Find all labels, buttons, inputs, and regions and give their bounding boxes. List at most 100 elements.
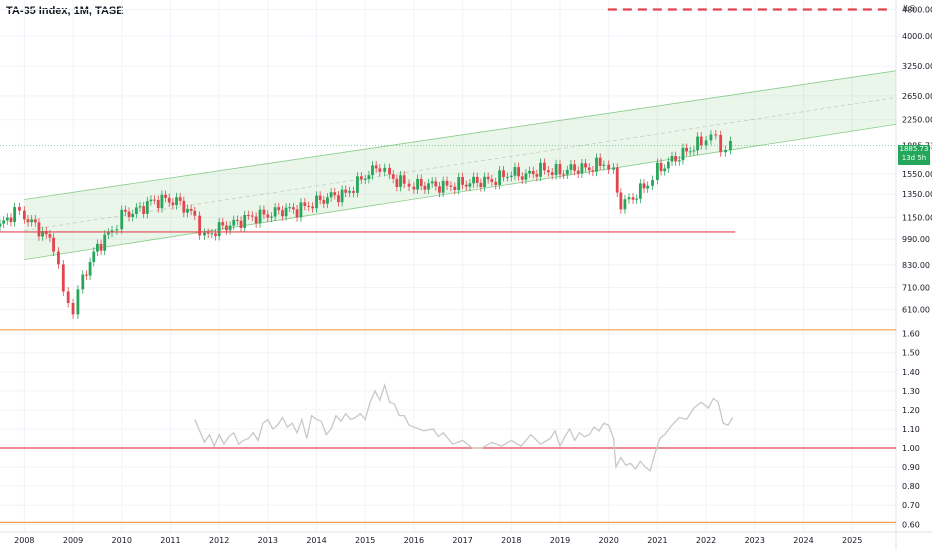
candle-body	[688, 151, 692, 153]
candle-body	[681, 147, 685, 161]
candle-body	[659, 162, 663, 172]
last-price-value: 1885.73	[899, 145, 929, 153]
candle-body	[724, 150, 727, 153]
candle-body	[153, 199, 157, 201]
candle-body	[674, 156, 678, 162]
ratio-axis-label: 1.60	[902, 330, 920, 339]
candle-body	[483, 176, 486, 188]
time-axis-label: 2024	[793, 536, 813, 545]
candle-body	[164, 194, 167, 198]
candle-body	[291, 207, 295, 210]
candle-body	[41, 230, 45, 237]
time-axis-label: 2008	[14, 536, 34, 545]
time-axis-label: 2023	[745, 536, 765, 545]
candle-body	[352, 190, 355, 193]
channel-fill	[24, 70, 896, 260]
price-axis[interactable]: 610.00 710.00 830.00 990.00 1150.00 1350.00 15…	[902, 6, 932, 530]
price-axis-label: 710.00	[902, 283, 930, 292]
candle-body	[441, 180, 445, 193]
candle-body	[228, 225, 232, 231]
candle-body	[378, 168, 382, 172]
candle-body	[33, 219, 37, 223]
candle-body	[106, 232, 110, 235]
candle-body	[318, 195, 322, 201]
time-axis-label: 2012	[209, 536, 229, 545]
candle-body	[127, 211, 131, 217]
price-levels	[0, 8, 892, 233]
candle-body	[709, 134, 713, 141]
candle-body	[464, 184, 468, 187]
candle-body	[576, 170, 580, 174]
candle-body	[475, 176, 479, 183]
candle-body	[573, 164, 577, 171]
candle-body	[175, 197, 178, 206]
bar-countdown: 13d 5h	[901, 154, 927, 162]
candle-body	[232, 219, 236, 226]
candle-body	[48, 234, 52, 238]
candle-body	[595, 157, 598, 172]
candle-body	[513, 167, 517, 176]
candle-body	[92, 251, 96, 262]
candle-body	[412, 186, 416, 190]
candle-body	[30, 219, 34, 223]
ratio-axis-label: 1.00	[902, 444, 920, 453]
time-axis-label: 2010	[112, 536, 132, 545]
candle-body	[627, 197, 631, 200]
candle-body	[52, 237, 55, 252]
candle-body	[580, 163, 584, 174]
time-axis[interactable]: 2008 2009 2010 2011 2012 2013 2014 2015 2016 2017…	[14, 536, 862, 545]
candle-body	[299, 202, 303, 218]
price-axis-label: 1350.00	[902, 190, 932, 199]
candle-body	[468, 183, 472, 187]
ratio-axis-label: 0.60	[902, 520, 920, 529]
candle-body	[186, 208, 189, 213]
candle-body	[206, 232, 210, 234]
ratio-axis-label: 1.40	[902, 368, 920, 377]
candle-body	[340, 189, 344, 203]
candle-body	[631, 197, 635, 200]
candle-body	[142, 206, 146, 214]
candle-body	[76, 289, 80, 315]
candle-body	[399, 175, 402, 187]
candle-body	[635, 198, 639, 200]
time-axis-label: 2011	[160, 536, 180, 545]
candle-body	[270, 216, 273, 218]
candle-body	[193, 210, 197, 216]
candle-body	[651, 179, 654, 186]
price-axis-label: 1150.00	[902, 213, 932, 222]
candle-body	[528, 170, 531, 174]
price-axis-label: 610.00	[902, 306, 930, 315]
channel-upper-line	[24, 70, 897, 200]
candle-body	[430, 181, 434, 184]
candle-body	[71, 302, 75, 315]
candle-body	[9, 217, 13, 223]
candle-body	[453, 186, 457, 191]
candle-body	[395, 178, 399, 187]
candle-body	[214, 233, 217, 237]
candle-body	[461, 177, 465, 185]
ratio-pane	[0, 329, 896, 523]
candle-body	[0, 223, 2, 227]
candle-body	[602, 164, 606, 166]
candle-body	[509, 175, 513, 177]
candle-body	[506, 176, 509, 178]
candle-body	[171, 202, 175, 206]
candle-body	[612, 167, 615, 170]
candle-body	[520, 176, 524, 180]
candle-body	[562, 174, 566, 176]
ratio-axis-label: 0.70	[902, 501, 920, 510]
candle-body	[490, 179, 494, 182]
candle-body	[438, 186, 441, 193]
time-axis-label: 2016	[404, 536, 424, 545]
candle-body	[115, 229, 119, 231]
candle-body	[160, 194, 164, 209]
candle-body	[239, 220, 243, 228]
candle-body	[57, 251, 60, 265]
candle-body	[655, 162, 659, 180]
price-axis-label: 2650.00	[902, 92, 932, 101]
candle-body	[607, 164, 611, 170]
candle-body	[524, 173, 528, 180]
candle-body	[587, 167, 591, 171]
